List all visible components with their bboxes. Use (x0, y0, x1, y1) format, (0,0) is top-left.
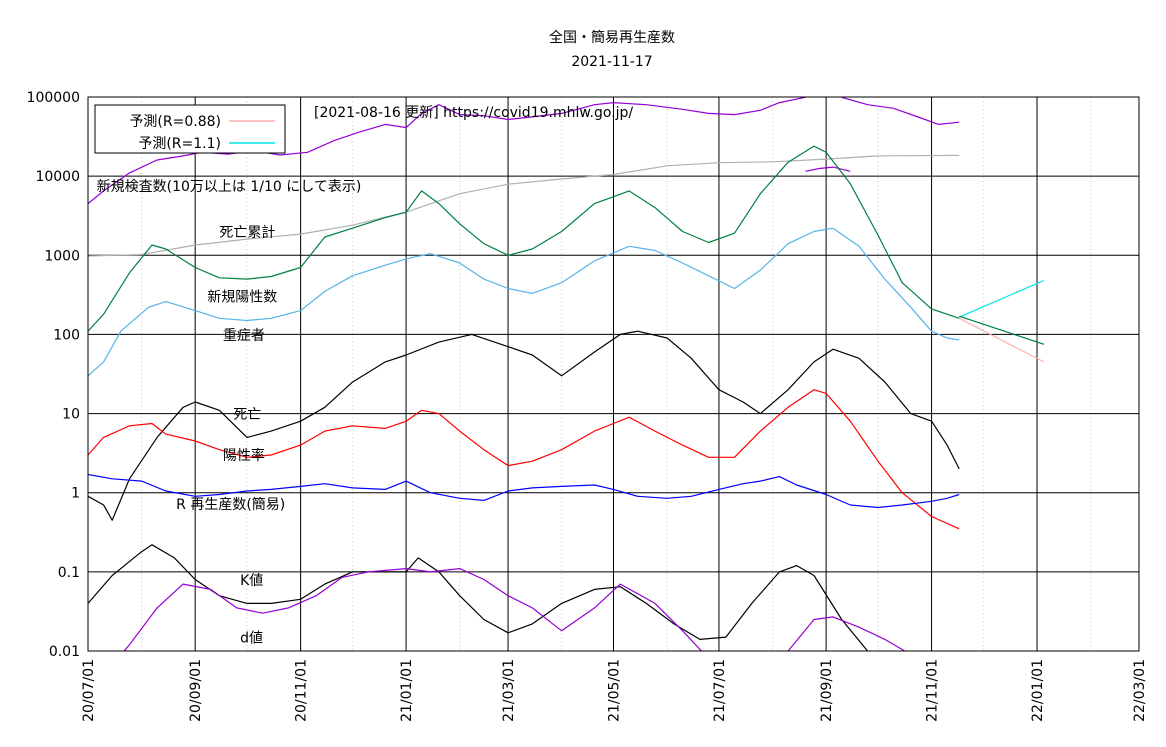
chart-subtitle: 2021-11-17 (571, 54, 652, 70)
series-group (88, 97, 1045, 651)
series-line-d (123, 567, 906, 651)
series-line-forecast_R11 (958, 279, 1045, 318)
series-line-new_positive (88, 227, 960, 377)
series-line-forecast_dark (959, 315, 1045, 345)
x-tick-label: 21/07/01 (712, 659, 728, 722)
series-line-tests_segment2 (805, 166, 851, 172)
annotation-label: 重症者 (223, 328, 265, 344)
annotation-label: d値 (240, 631, 263, 647)
annotation-label: 死亡 (233, 407, 261, 423)
x-tick-label: 20/11/01 (294, 659, 310, 722)
plot-frame (87, 96, 1140, 652)
series-line-K (88, 544, 869, 651)
x-tick-label: 21/01/01 (399, 659, 415, 722)
x-tick-label: 22/03/01 (1132, 659, 1148, 722)
y-tick-label: 1000 (44, 248, 80, 264)
legend: 予測(R=0.88) 予測(R=1.1) (94, 104, 286, 154)
x-tick-label: 21/05/01 (607, 659, 623, 722)
annotation-label: 陽性率 (223, 447, 265, 464)
x-tick-label: 20/09/01 (188, 659, 204, 722)
x-tick-label: 20/07/01 (81, 659, 97, 722)
y-tick-label: 0.1 (58, 565, 80, 581)
series-line-positivity (88, 389, 960, 530)
annotation-label: R 再生産数(簡易) (176, 497, 285, 513)
y-tick-label: 10 (62, 407, 80, 423)
y-axis: 100000 10000 1000 100 10 1 0.1 0.01 (27, 90, 80, 660)
x-tick-label: 21/09/01 (819, 659, 835, 722)
chart-title: 全国・簡易再生産数 (549, 29, 675, 46)
series-line-forecast_R088 (958, 317, 1045, 363)
annotation-label: 新規検査数(10万以上は 1/10 にして表示) (97, 179, 362, 195)
y-tick-label: 100000 (27, 90, 80, 106)
annotation-label: 新規陽性数 (207, 290, 277, 306)
annotation-label: K値 (240, 573, 263, 589)
annotations: 新規検査数(10万以上は 1/10 にして表示) 死亡累計新規陽性数重症者死亡陽性… (97, 179, 362, 647)
y-tick-label: 0.01 (49, 644, 80, 660)
annotation-label: 死亡累計 (219, 225, 275, 241)
series-line-R (88, 473, 960, 509)
legend-label: 予測(R=1.1) (138, 136, 221, 152)
y-tick-label: 10000 (35, 169, 80, 185)
y-tick-label: 1 (71, 486, 80, 502)
series-line-tests_segment3 (841, 97, 960, 126)
source-note: [2021-08-16 更新] https://covid19.mhlw.go.… (314, 105, 633, 121)
x-axis: 20/07/01 20/09/01 20/11/01 21/01/01 21/03/01… (81, 659, 1148, 722)
x-tick-label: 22/01/01 (1030, 659, 1046, 722)
y-tick-label: 100 (53, 327, 80, 343)
legend-label: 予測(R=0.88) (129, 114, 221, 130)
legend-box (94, 104, 286, 154)
series-line-severe (88, 330, 960, 521)
series-line-new_positive_7day (88, 145, 960, 332)
x-tick-label: 21/03/01 (501, 659, 517, 722)
x-tick-label: 21/11/01 (925, 659, 941, 722)
